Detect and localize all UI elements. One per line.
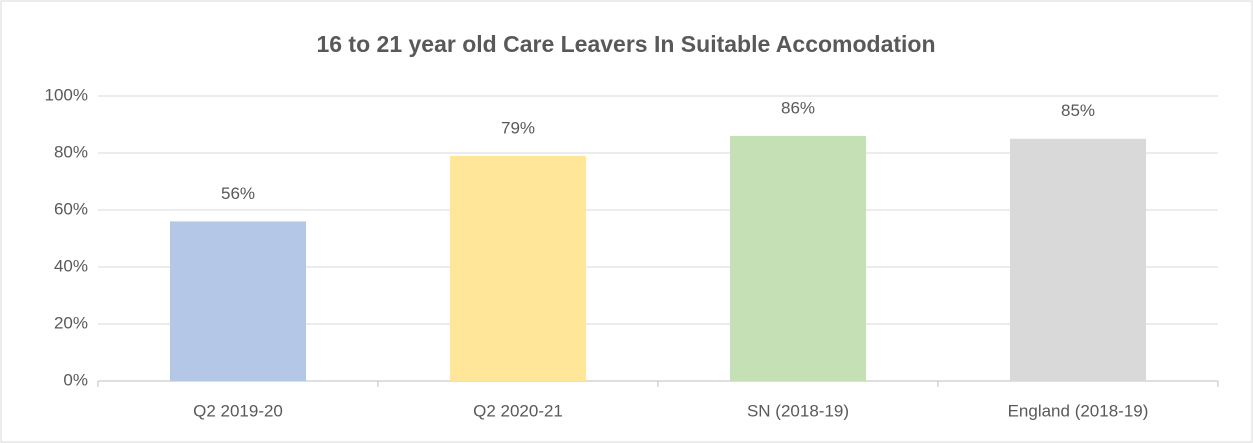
chart-title: 16 to 21 year old Care Leavers In Suitab… (316, 31, 935, 57)
y-tick-label: 80% (54, 142, 88, 161)
y-tick-label: 20% (54, 313, 88, 332)
value-label: 86% (781, 98, 815, 117)
bar (449, 155, 587, 381)
value-label: 56% (221, 184, 255, 203)
y-tick-label: 100% (45, 85, 88, 104)
value-label: 85% (1061, 101, 1095, 120)
bar (1009, 138, 1147, 381)
value-label: 79% (501, 118, 535, 137)
x-tick-label: England (2018-19) (1008, 401, 1149, 420)
y-tick-label: 0% (63, 370, 88, 389)
x-tick-label: Q2 2019-20 (193, 401, 283, 420)
y-tick-label: 40% (54, 256, 88, 275)
x-tick-label: Q2 2020-21 (473, 401, 563, 420)
x-tick-label: SN (2018-19) (747, 401, 849, 420)
bar (729, 135, 867, 381)
y-tick-label: 60% (54, 199, 88, 218)
bar (169, 221, 307, 381)
